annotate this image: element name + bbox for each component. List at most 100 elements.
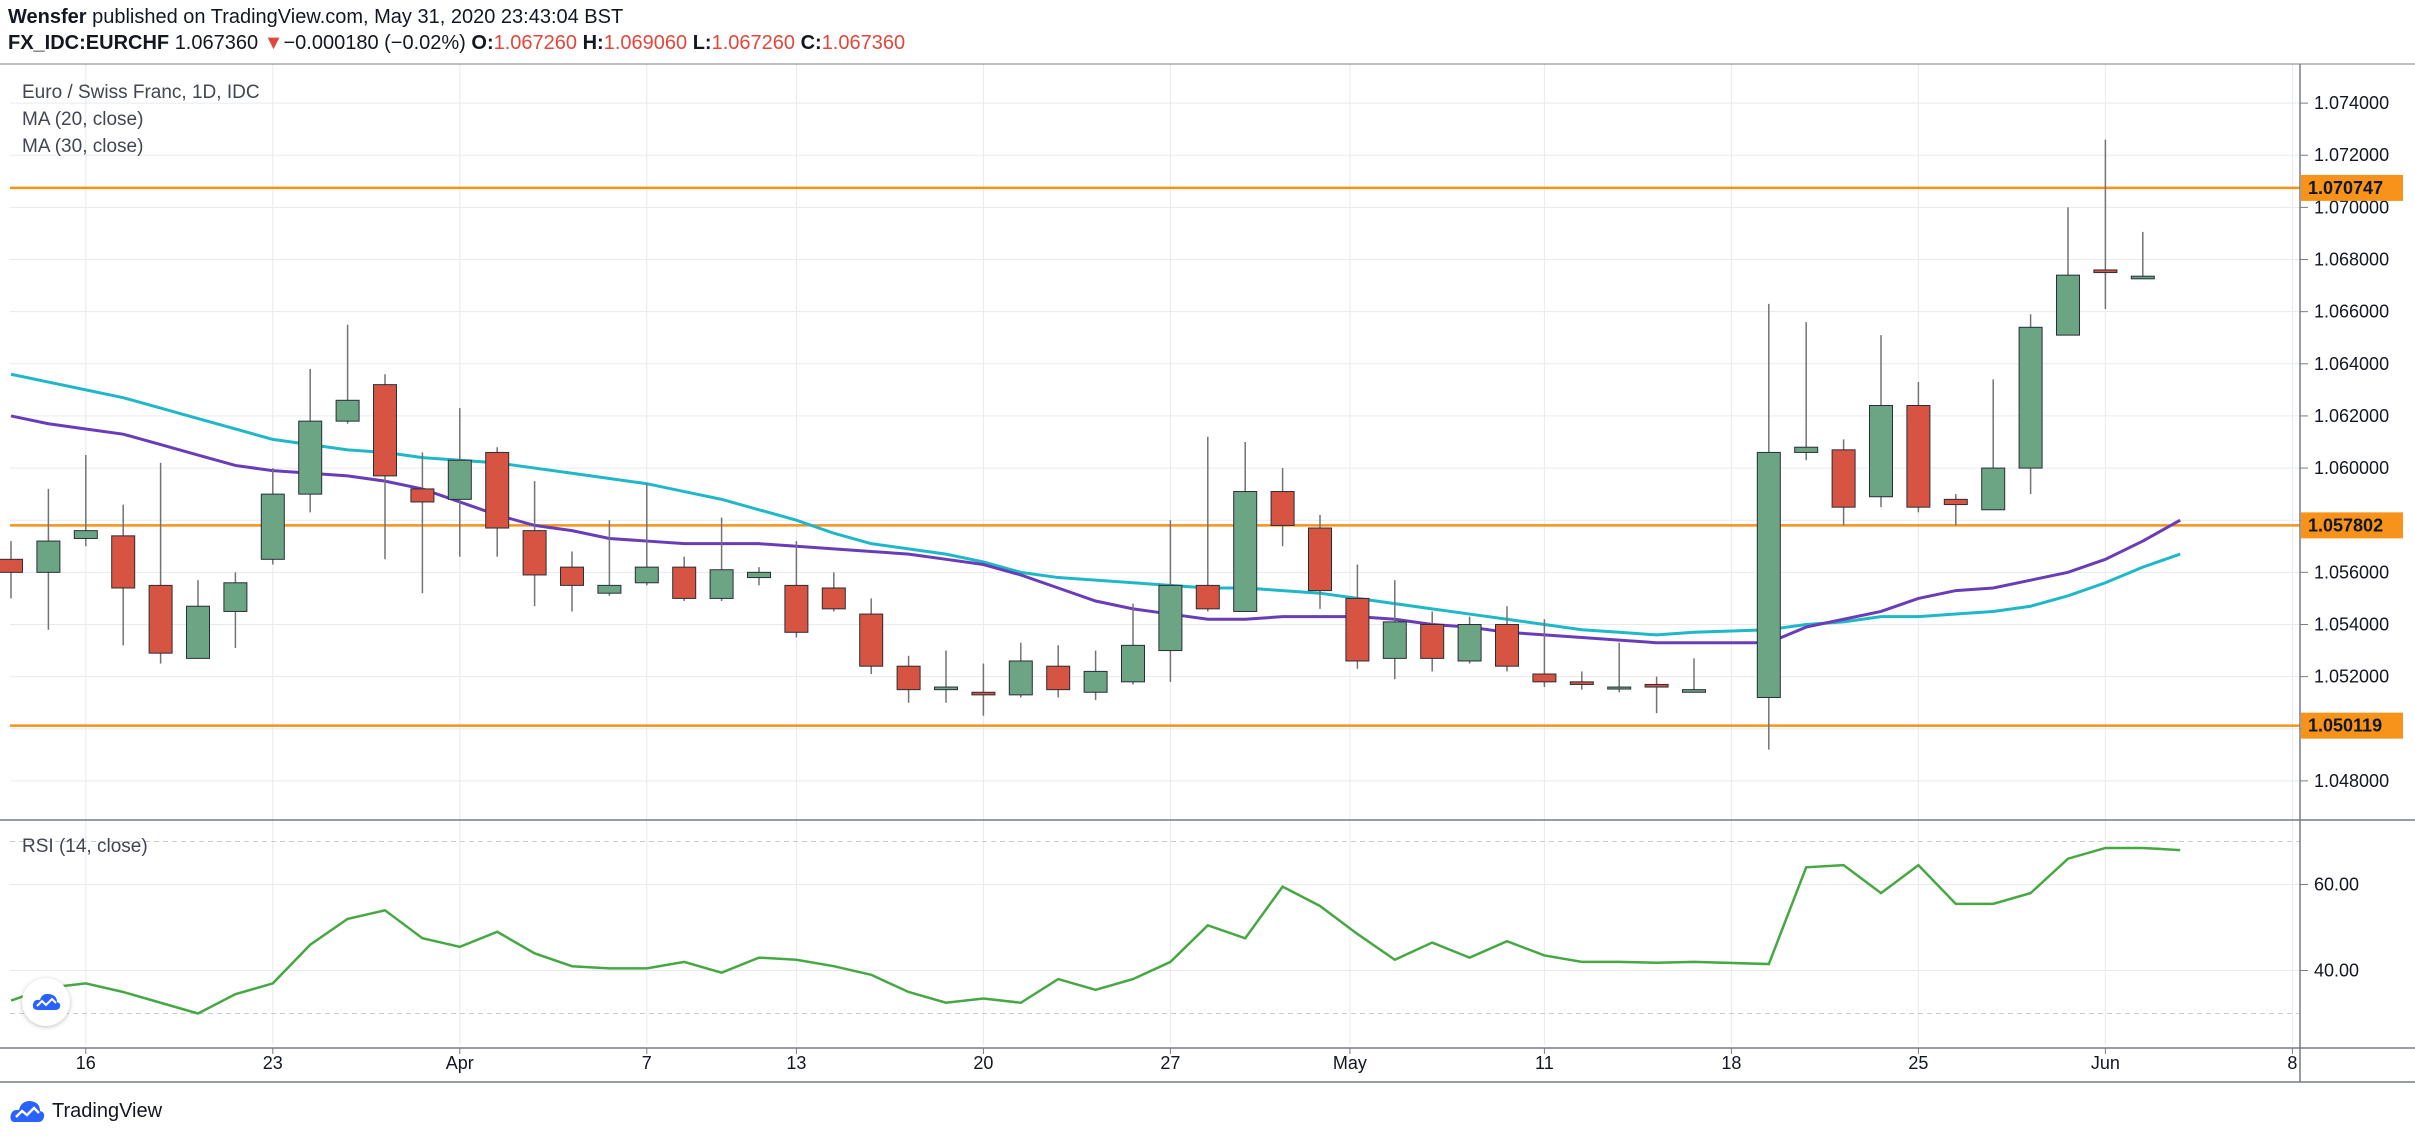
candle-body [148,584,173,654]
candle [1345,564,1370,669]
candle-body [784,584,809,633]
candle-body [447,459,472,500]
candle-body [410,488,435,503]
candle [1233,442,1258,612]
candle [186,580,210,659]
ma30-legend[interactable]: MA (30, close) [22,136,144,157]
candle-body [36,540,61,573]
candle-body [1121,644,1145,683]
candle [148,462,173,664]
candle-body [223,582,248,612]
candle-body [1495,623,1519,667]
candle [672,556,697,602]
level-price-tag [2301,512,2403,539]
candle-body [1308,527,1332,592]
candle [73,455,98,547]
candle-body [260,493,285,560]
rsi-tick-label: 60.00 [2314,875,2359,895]
price-tick-label: 1.068000 [2314,250,2389,270]
time-tick-label: 8 [2287,1053,2297,1073]
candle-body [709,569,734,599]
close-value: 1.067360 [821,32,906,54]
close-label: C: [800,32,822,54]
candle [1308,514,1332,609]
candle [2130,231,2155,280]
candle-body [298,420,323,495]
symbol-name[interactable]: FX_IDC:EURCHF [8,32,170,54]
candle-body [522,530,547,576]
level-price-text: 1.070747 [2308,178,2383,198]
ma20-line [10,414,2181,645]
candle [1607,642,1632,693]
tradingview-brand[interactable]: TradingView [10,1098,162,1124]
candle-body [634,566,659,584]
candle [896,655,921,703]
candle [2018,314,2043,495]
time-axis[interactable]: 16 23 Apr 7 13 20 27 May 11 18 25 Jun 8 [76,1048,2298,1073]
candle-body [1046,665,1071,691]
time-tick-label: Jun [2091,1053,2120,1073]
candle [1046,645,1071,698]
price-tick-label: 1.070000 [2314,197,2389,217]
candle-body [1794,446,1819,453]
price-tick-label: 1.054000 [2314,614,2389,634]
time-tick-label: 25 [1908,1053,1928,1073]
price-tick-label: 1.064000 [2314,354,2389,374]
time-tick-label: 27 [1160,1053,1180,1073]
candle [747,567,771,586]
published-text: published on TradingView.com, May 31, 20… [92,6,624,28]
candle-body [485,451,510,529]
candle-body [373,384,397,477]
price-tick-label: 1.062000 [2314,406,2389,426]
candle [373,374,397,560]
candle [111,504,136,646]
level-price-text: 1.057802 [2308,515,2383,535]
candle-body [1270,491,1295,526]
candle [560,551,584,612]
rsi-legend[interactable]: RSI (14, close) [22,836,148,857]
open-label: O: [471,32,494,54]
rsi-pane [10,846,2181,1015]
price-tick-label: 1.074000 [2314,93,2389,113]
ma20-legend[interactable]: MA (20, close) [22,109,144,130]
candle [859,598,884,675]
candle-body [1644,683,1669,688]
candle-body [1233,491,1258,612]
candle [821,572,846,612]
high-value: 1.069060 [603,32,688,54]
time-tick-label: 16 [76,1053,96,1073]
candle [709,517,734,602]
time-tick-label: Apr [446,1053,474,1073]
candle-body [1756,451,1781,698]
time-tick-label: 20 [973,1053,993,1073]
candle [971,663,996,716]
author-name[interactable]: Wensfer [8,6,87,28]
time-tick-label: 18 [1721,1053,1741,1073]
candle-body [1831,449,1856,508]
candle-body [1682,689,1706,693]
candle [1682,658,1706,693]
high-label: H: [582,32,604,54]
tradingview-logo-button[interactable] [22,978,70,1026]
price-axis[interactable]: 1.0480001.0500001.0520001.0540001.056000… [2300,93,2403,981]
open-value: 1.067260 [493,32,578,54]
candle [1981,379,2006,511]
candle [1569,671,1594,690]
candle-body [971,691,996,696]
candle-body [2018,326,2043,469]
rsi-series [10,846,2181,1015]
candle [2093,139,2118,310]
candle [0,541,23,599]
candle-body [896,665,921,691]
rsi-tick-label: 40.00 [2314,961,2359,981]
price-tick-label: 1.060000 [2314,458,2389,478]
candle [784,541,809,638]
candle-body [1607,686,1632,690]
candle [1906,382,1931,513]
time-tick-label: 7 [642,1053,652,1073]
candle-body [2093,269,2118,274]
candle [1008,642,1033,698]
chart-frame [0,63,2415,1083]
candle [934,650,958,703]
